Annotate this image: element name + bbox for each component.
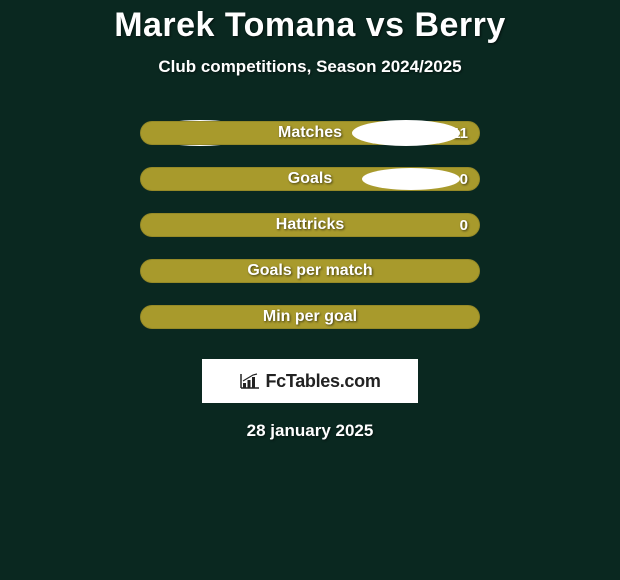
brand-text: FcTables.com — [265, 371, 380, 392]
subtitle: Club competitions, Season 2024/2025 — [158, 57, 461, 77]
stat-value: 0 — [460, 171, 468, 188]
stat-bar: Goals per match — [140, 259, 480, 283]
page-title: Marek Tomana vs Berry — [114, 6, 506, 45]
brand-label: FcTables.com — [239, 371, 380, 392]
stat-bar: Hattricks 0 — [140, 213, 480, 237]
bar-chart-icon — [239, 372, 261, 390]
stat-row: Goals 0 — [140, 167, 480, 191]
main-container: Marek Tomana vs Berry Club competitions,… — [0, 0, 620, 441]
player-marker-right — [352, 120, 460, 146]
stat-row: Matches11 — [140, 121, 480, 145]
player-marker-right — [362, 168, 460, 190]
stats-region: Matches11 Goals 0 Hattricks 0 Goals per match… — [140, 121, 480, 351]
stat-label: Goals — [288, 170, 332, 188]
brand-box[interactable]: FcTables.com — [202, 359, 418, 403]
stat-row: Hattricks 0 — [140, 213, 480, 237]
stat-row: Goals per match — [140, 259, 480, 283]
stat-label: Hattricks — [276, 216, 344, 234]
stat-bar: Min per goal — [140, 305, 480, 329]
stat-value: 0 — [460, 217, 468, 234]
stat-row: Min per goal — [140, 305, 480, 329]
stat-label: Matches — [278, 124, 342, 142]
stat-label: Min per goal — [263, 308, 357, 326]
stat-label: Goals per match — [247, 262, 372, 280]
date-label: 28 january 2025 — [247, 421, 374, 441]
